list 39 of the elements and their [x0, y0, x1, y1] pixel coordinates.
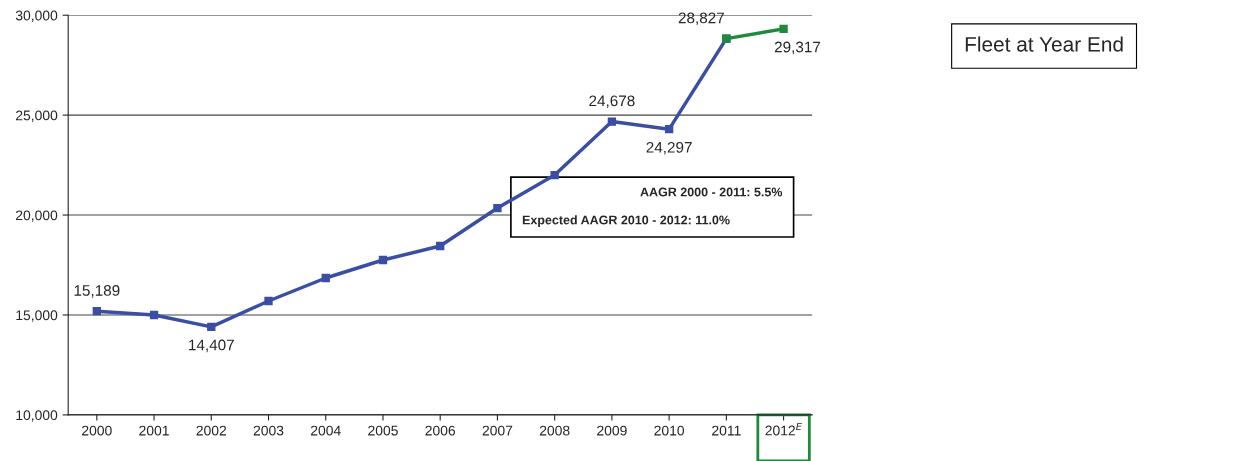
x-tick-label: 2002	[196, 425, 227, 436]
x-tick-label: 2009	[597, 425, 627, 436]
data-label: 24,297	[646, 141, 692, 155]
point	[149, 310, 159, 320]
annotation: AAGR 2000 - 2011: 5.5%	[640, 187, 783, 197]
x-tick-label: 2012$^{E}$	[765, 422, 802, 436]
data-label: 15,189	[74, 285, 120, 298]
data-label: 14,407	[189, 339, 234, 353]
point	[493, 203, 502, 213]
data-label: 29,317	[774, 41, 821, 55]
data-label: 24,678	[589, 95, 635, 109]
point	[321, 273, 330, 283]
x-tick-label: 2001	[139, 425, 169, 436]
y-tick-label: 15,000	[16, 310, 58, 322]
point	[378, 255, 388, 265]
y-tick-label: 10,000	[16, 410, 58, 422]
point	[550, 170, 559, 180]
x-tick-label: 2000	[82, 425, 112, 436]
data-label: 28,827	[678, 12, 724, 26]
y-tick-label: 30,000	[15, 10, 58, 23]
x-tick-label: 2007	[482, 425, 513, 436]
point	[779, 24, 788, 34]
text: Fleet at Year End	[965, 36, 1123, 52]
x-tick-label: 2008	[539, 425, 570, 436]
x-tick-label: 2010	[654, 425, 685, 436]
x-tick-label: 2004	[310, 425, 341, 436]
x-tick-label: 2003	[253, 425, 284, 436]
y-tick-label: 25,000	[16, 110, 58, 122]
x-tick-label: 2006	[425, 425, 456, 436]
y-tick-label: 20,000	[16, 210, 58, 222]
point	[92, 307, 101, 316]
point	[207, 322, 216, 331]
x-tick-label: 2005	[368, 425, 398, 436]
point	[664, 125, 674, 134]
point	[607, 117, 617, 126]
point	[264, 296, 273, 306]
x-tick-label: 2011	[712, 425, 741, 436]
annotation: Expected AAGR 2010 - 2012: 11.0%	[522, 215, 730, 227]
point	[436, 241, 445, 251]
